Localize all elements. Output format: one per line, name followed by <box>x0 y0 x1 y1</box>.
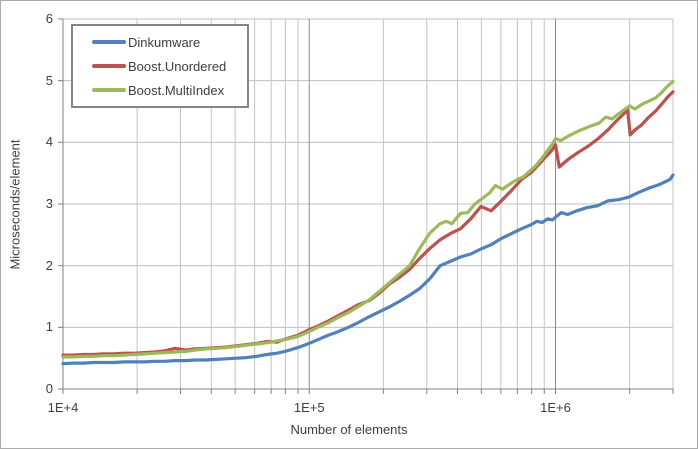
y-tick-label: 1 <box>45 319 53 335</box>
legend: Dinkumware Boost.Unordered Boost.MultiInde… <box>71 24 249 108</box>
y-tick-label: 3 <box>45 196 53 211</box>
x-tick-label: 1E+6 <box>540 400 571 415</box>
y-tick-label: 5 <box>45 72 53 88</box>
legend-line-swatch <box>92 64 126 68</box>
series-line-boost-multiindex <box>61 79 675 359</box>
y-tick-label: 0 <box>45 381 53 396</box>
y-tick-label: 6 <box>45 11 53 26</box>
series-line-boost-unordered <box>61 90 675 357</box>
y-tick-label: 2 <box>45 257 53 273</box>
legend-line-swatch <box>92 88 126 92</box>
x-tick-label: 1E+5 <box>293 400 325 415</box>
legend-item-boost-multiindex: Boost.MultiIndex <box>92 79 247 101</box>
legend-line-swatch <box>92 40 126 44</box>
y-axis-title: Microseconds/element <box>7 139 23 270</box>
legend-label: Boost.Unordered <box>128 58 227 74</box>
legend-item-dinkumware: Dinkumware <box>92 31 247 53</box>
series-line-dinkumware <box>61 173 675 366</box>
x-axis-title: Number of elements <box>290 422 408 437</box>
x-tick-label: 1E+4 <box>47 400 79 415</box>
y-tick-label: 4 <box>45 134 53 150</box>
legend-item-boost-unordered: Boost.Unordered <box>92 55 247 77</box>
legend-label: Dinkumware <box>128 34 201 50</box>
legend-label: Boost.MultiIndex <box>128 82 225 98</box>
